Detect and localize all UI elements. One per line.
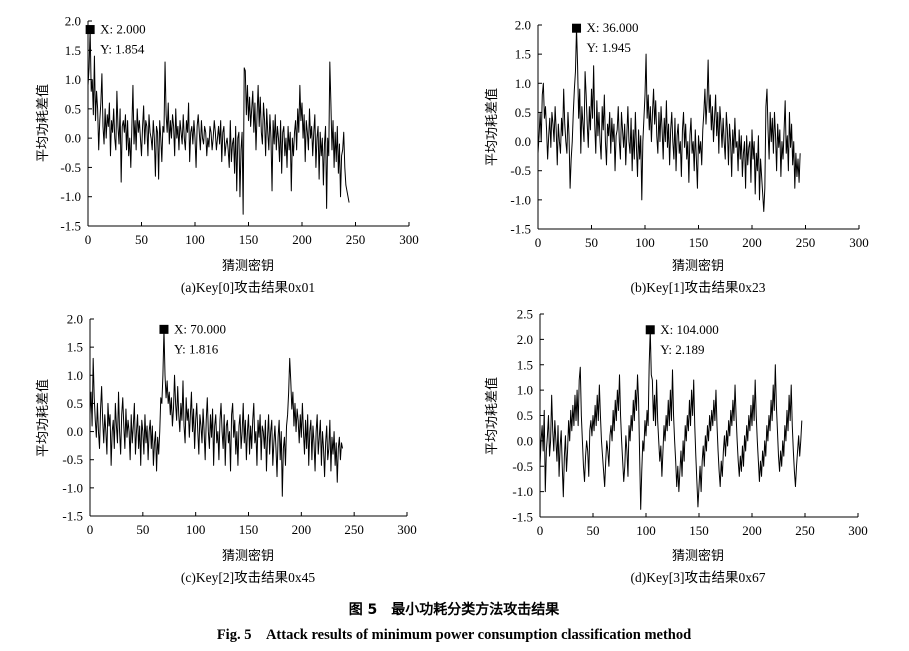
x-axis-label: 猜测密钥 — [672, 258, 724, 274]
y-tick-label: 1.5 — [65, 43, 81, 58]
x-tick-label: 300 — [849, 235, 869, 250]
x-tick-label: 100 — [186, 522, 206, 537]
subplot-caption: (d)Key[3]攻击结果0x67 — [631, 570, 766, 585]
y-tick-label: -1.0 — [60, 189, 81, 204]
annotation-x-text: X: 104.000 — [660, 322, 719, 337]
x-tick-label: 250 — [795, 523, 815, 538]
y-tick-label: -1.5 — [62, 509, 83, 524]
annotation-x-text: X: 2.000 — [100, 22, 146, 37]
y-tick-label: 0.0 — [67, 424, 83, 439]
y-tick-label: -1.5 — [510, 222, 531, 237]
y-tick-label: 2.0 — [517, 332, 533, 347]
x-tick-label: 100 — [185, 232, 205, 247]
chart-panel-a: -1.5 -1.0 -0.5 0.0 0.5 1.0 1.5 2.0 0 50 100 150 200 2… — [35, 14, 419, 296]
x-tick-label: 250 — [344, 522, 364, 537]
subplot-caption: (c)Key[2]攻击结果0x45 — [181, 570, 315, 585]
y-tick-label: 0.0 — [517, 433, 533, 448]
y-tick-label: 1.5 — [67, 340, 83, 355]
x-tick-label: 300 — [848, 523, 868, 538]
y-tick-label: 1.5 — [517, 357, 533, 372]
y-tick-label: 0.5 — [65, 101, 81, 116]
x-tick-label: 0 — [85, 232, 92, 247]
annotation-x-text: X: 36.000 — [587, 20, 639, 35]
subplot-caption: (a)Key[0]攻击结果0x01 — [181, 280, 315, 295]
x-axis-label: 猜测密钥 — [222, 548, 274, 564]
x-tick-label: 250 — [796, 235, 816, 250]
series-line — [537, 27, 801, 213]
y-tick-label: 1.0 — [67, 368, 83, 383]
x-tick-label: 250 — [346, 232, 366, 247]
x-tick-label: 300 — [397, 522, 417, 537]
annotation-y-text: Y: 2.189 — [660, 342, 704, 357]
y-tick-label: 2.0 — [67, 312, 83, 327]
figure-caption-en: Fig. 5 Attack results of minimum power c… — [217, 627, 691, 643]
subplot-caption: (b)Key[1]攻击结果0x23 — [631, 280, 766, 295]
y-tick-label: -1.0 — [510, 192, 531, 207]
y-tick-label: -0.5 — [62, 452, 83, 467]
y-tick-label: -1.0 — [512, 484, 533, 499]
y-tick-label: 2.0 — [515, 18, 531, 33]
series-line — [539, 329, 803, 510]
x-tick-label: 150 — [239, 522, 259, 537]
y-tick-label: -0.5 — [60, 160, 81, 175]
x-tick-label: 100 — [635, 235, 655, 250]
peak-marker — [159, 324, 169, 334]
x-tick-label: 150 — [689, 235, 709, 250]
y-tick-label: -1.0 — [62, 480, 83, 495]
x-tick-label: 200 — [292, 522, 312, 537]
y-tick-label: 2.5 — [517, 307, 533, 322]
chart-panel-b: -1.5 -1.0 -0.5 0.0 0.5 1.0 1.5 2.0 0 50 100 150 200 2… — [484, 18, 869, 296]
y-tick-label: 0.5 — [517, 408, 533, 423]
x-tick-label: 50 — [585, 235, 598, 250]
x-tick-label: 50 — [136, 522, 149, 537]
y-tick-label: 0.0 — [515, 134, 531, 149]
peak-marker — [572, 23, 582, 33]
x-tick-label: 0 — [87, 522, 94, 537]
annotation-y-text: Y: 1.854 — [100, 42, 145, 57]
x-tick-label: 0 — [535, 235, 542, 250]
y-axis-label: 平均功耗差值 — [484, 377, 500, 455]
y-tick-label: 1.0 — [65, 72, 81, 87]
series-line — [89, 328, 344, 497]
annotation-x-text: X: 70.000 — [174, 321, 226, 336]
y-tick-label: -1.5 — [512, 510, 533, 525]
x-tick-label: 100 — [636, 523, 656, 538]
x-tick-label: 50 — [135, 232, 148, 247]
x-tick-label: 200 — [742, 235, 762, 250]
y-tick-label: 2.0 — [65, 14, 81, 29]
x-tick-label: 200 — [292, 232, 312, 247]
y-tick-label: 1.0 — [515, 76, 531, 91]
y-axis-label: 平均功耗差值 — [35, 379, 51, 457]
y-tick-label: 0.5 — [67, 396, 83, 411]
x-tick-label: 300 — [399, 232, 419, 247]
annotation-y-text: Y: 1.945 — [587, 40, 631, 55]
figure-caption-zh: 图 5 最小功耗分类方法攻击结果 — [349, 601, 561, 618]
x-tick-label: 50 — [587, 523, 600, 538]
y-tick-label: 0.5 — [515, 105, 531, 120]
y-tick-label: 0.0 — [65, 131, 81, 146]
series-line — [87, 29, 350, 215]
y-tick-label: -0.5 — [512, 459, 533, 474]
peak-marker — [645, 325, 655, 335]
y-axis-label: 平均功耗差值 — [35, 84, 51, 162]
x-axis-label: 猜测密钥 — [222, 258, 274, 274]
chart-panel-d: -1.5 -1.0 -0.5 0.0 0.5 1.0 1.5 2.0 2.5 0 50 100 150 2… — [484, 307, 868, 586]
x-axis-label: 猜测密钥 — [672, 548, 724, 564]
x-tick-label: 150 — [239, 232, 259, 247]
peak-marker — [85, 25, 95, 35]
x-tick-label: 150 — [689, 523, 709, 538]
annotation-y-text: Y: 1.816 — [174, 341, 219, 356]
x-tick-label: 200 — [742, 523, 762, 538]
chart-panel-c: -1.5 -1.0 -0.5 0.0 0.5 1.0 1.5 2.0 0 50 100 150 200 2… — [35, 312, 417, 586]
y-tick-label: 1.0 — [517, 383, 533, 398]
x-tick-label: 0 — [537, 523, 544, 538]
y-tick-label: -0.5 — [510, 163, 531, 178]
y-axis-label: 平均功耗差值 — [484, 88, 500, 166]
y-tick-label: 1.5 — [515, 47, 531, 62]
y-tick-label: -1.5 — [60, 219, 81, 234]
